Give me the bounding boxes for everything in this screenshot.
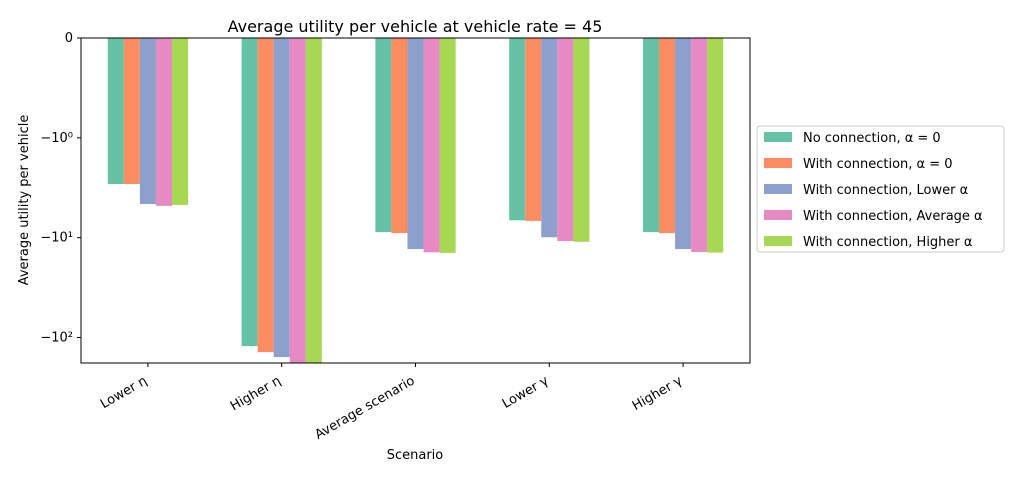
x-tick-label: Higher η [228, 373, 284, 414]
legend: No connection, α = 0 With connection, α =… [756, 125, 1005, 253]
bar [171, 38, 189, 205]
y-axis-title: Average utility per vehicle [17, 115, 32, 286]
bar [241, 38, 258, 347]
bar [123, 38, 140, 184]
bar [107, 38, 124, 184]
x-axis-ticks: Lower η Higher η Average scenario Lower γ Hi… [98, 363, 685, 443]
bars [107, 38, 724, 363]
legend-label: With connection, α = 0 [803, 157, 953, 172]
bar [541, 38, 558, 238]
x-tick-label: Average scenario [313, 373, 418, 442]
legend-label: No connection, α = 0 [803, 131, 941, 146]
legend-label: With connection, Lower α [803, 183, 968, 198]
bar [273, 38, 290, 358]
legend-label: With connection, Average α [803, 209, 983, 224]
legend-swatch [764, 236, 792, 246]
legend-swatch [764, 158, 792, 168]
bar [573, 38, 590, 242]
x-tick-label: Higher γ [630, 373, 685, 414]
bar [289, 38, 306, 363]
x-tick-label: Lower γ [500, 373, 552, 412]
bar [659, 38, 676, 234]
bar [439, 38, 456, 253]
bar [691, 38, 708, 252]
bar [557, 38, 574, 242]
x-axis-title: Scenario [387, 448, 444, 463]
bar [305, 38, 322, 363]
bar [707, 38, 724, 253]
bar [509, 38, 526, 221]
bar [525, 38, 542, 221]
y-tick-label: −10¹ [40, 231, 73, 246]
bar [375, 38, 392, 233]
x-tick-label: Lower η [98, 373, 150, 412]
bar [675, 38, 692, 250]
y-tick-label: −10⁰ [40, 131, 73, 146]
legend-frame [756, 125, 1005, 253]
bar [423, 38, 440, 253]
bar [257, 38, 274, 353]
chart-title: Average utility per vehicle at vehicle r… [228, 17, 603, 36]
legend-swatch [764, 210, 792, 220]
y-tick-label: 0 [65, 31, 73, 46]
legend-swatch [764, 184, 792, 194]
y-tick-label: −10² [40, 331, 73, 346]
bar [155, 38, 172, 206]
y-axis-ticks: 0 −10⁰ −10¹ −10² [40, 31, 81, 346]
legend-swatch [764, 132, 792, 142]
bar [391, 38, 408, 234]
bar [407, 38, 424, 250]
bar [642, 38, 660, 233]
legend-label: With connection, Higher α [803, 235, 972, 250]
bar [139, 38, 156, 205]
